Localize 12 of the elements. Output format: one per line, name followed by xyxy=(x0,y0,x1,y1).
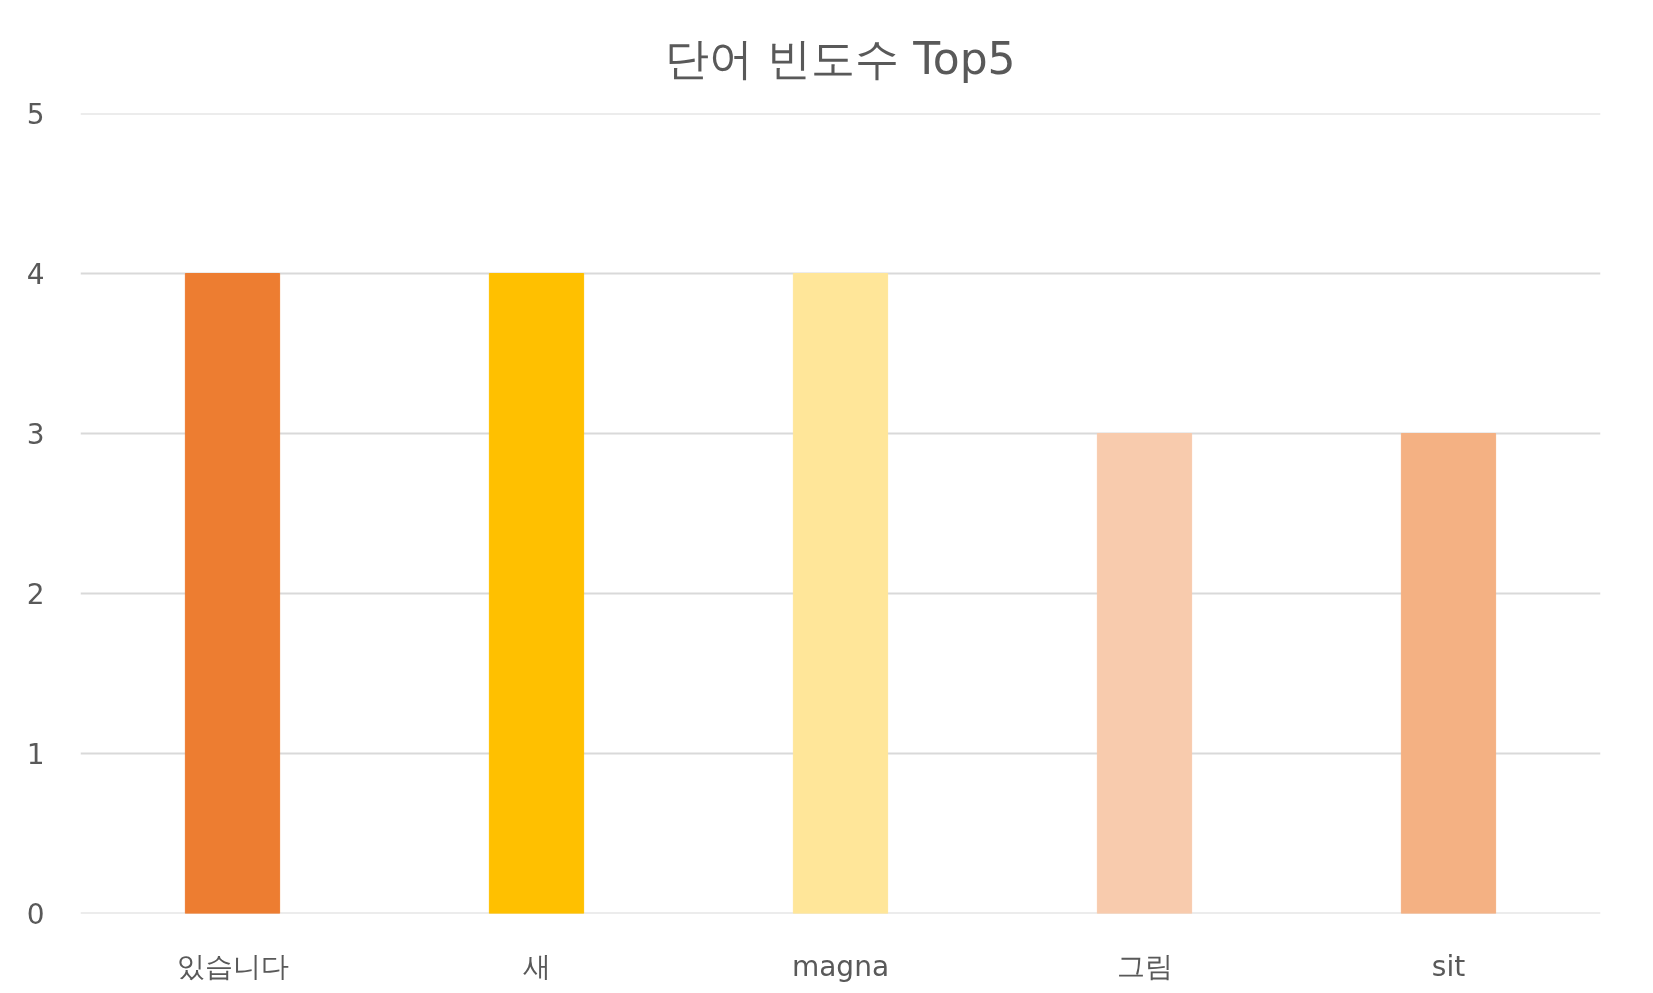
chart-title: 단어 빈도수 Top5 xyxy=(665,32,1016,84)
x-tick-label: 있습니다 xyxy=(176,949,289,983)
y-tick-label: 1 xyxy=(26,738,45,771)
y-tick-label: 2 xyxy=(26,578,45,611)
x-tick-label: magna xyxy=(791,949,890,983)
y-tick-label: 4 xyxy=(26,258,45,291)
x-tick-label: 그림 xyxy=(1116,949,1173,983)
y-tick-label: 5 xyxy=(26,98,45,131)
x-tick-label: 새 xyxy=(522,949,551,983)
y-tick-label: 0 xyxy=(26,898,45,931)
x-tick-label: sit xyxy=(1431,949,1466,983)
y-tick-label: 3 xyxy=(26,418,45,451)
